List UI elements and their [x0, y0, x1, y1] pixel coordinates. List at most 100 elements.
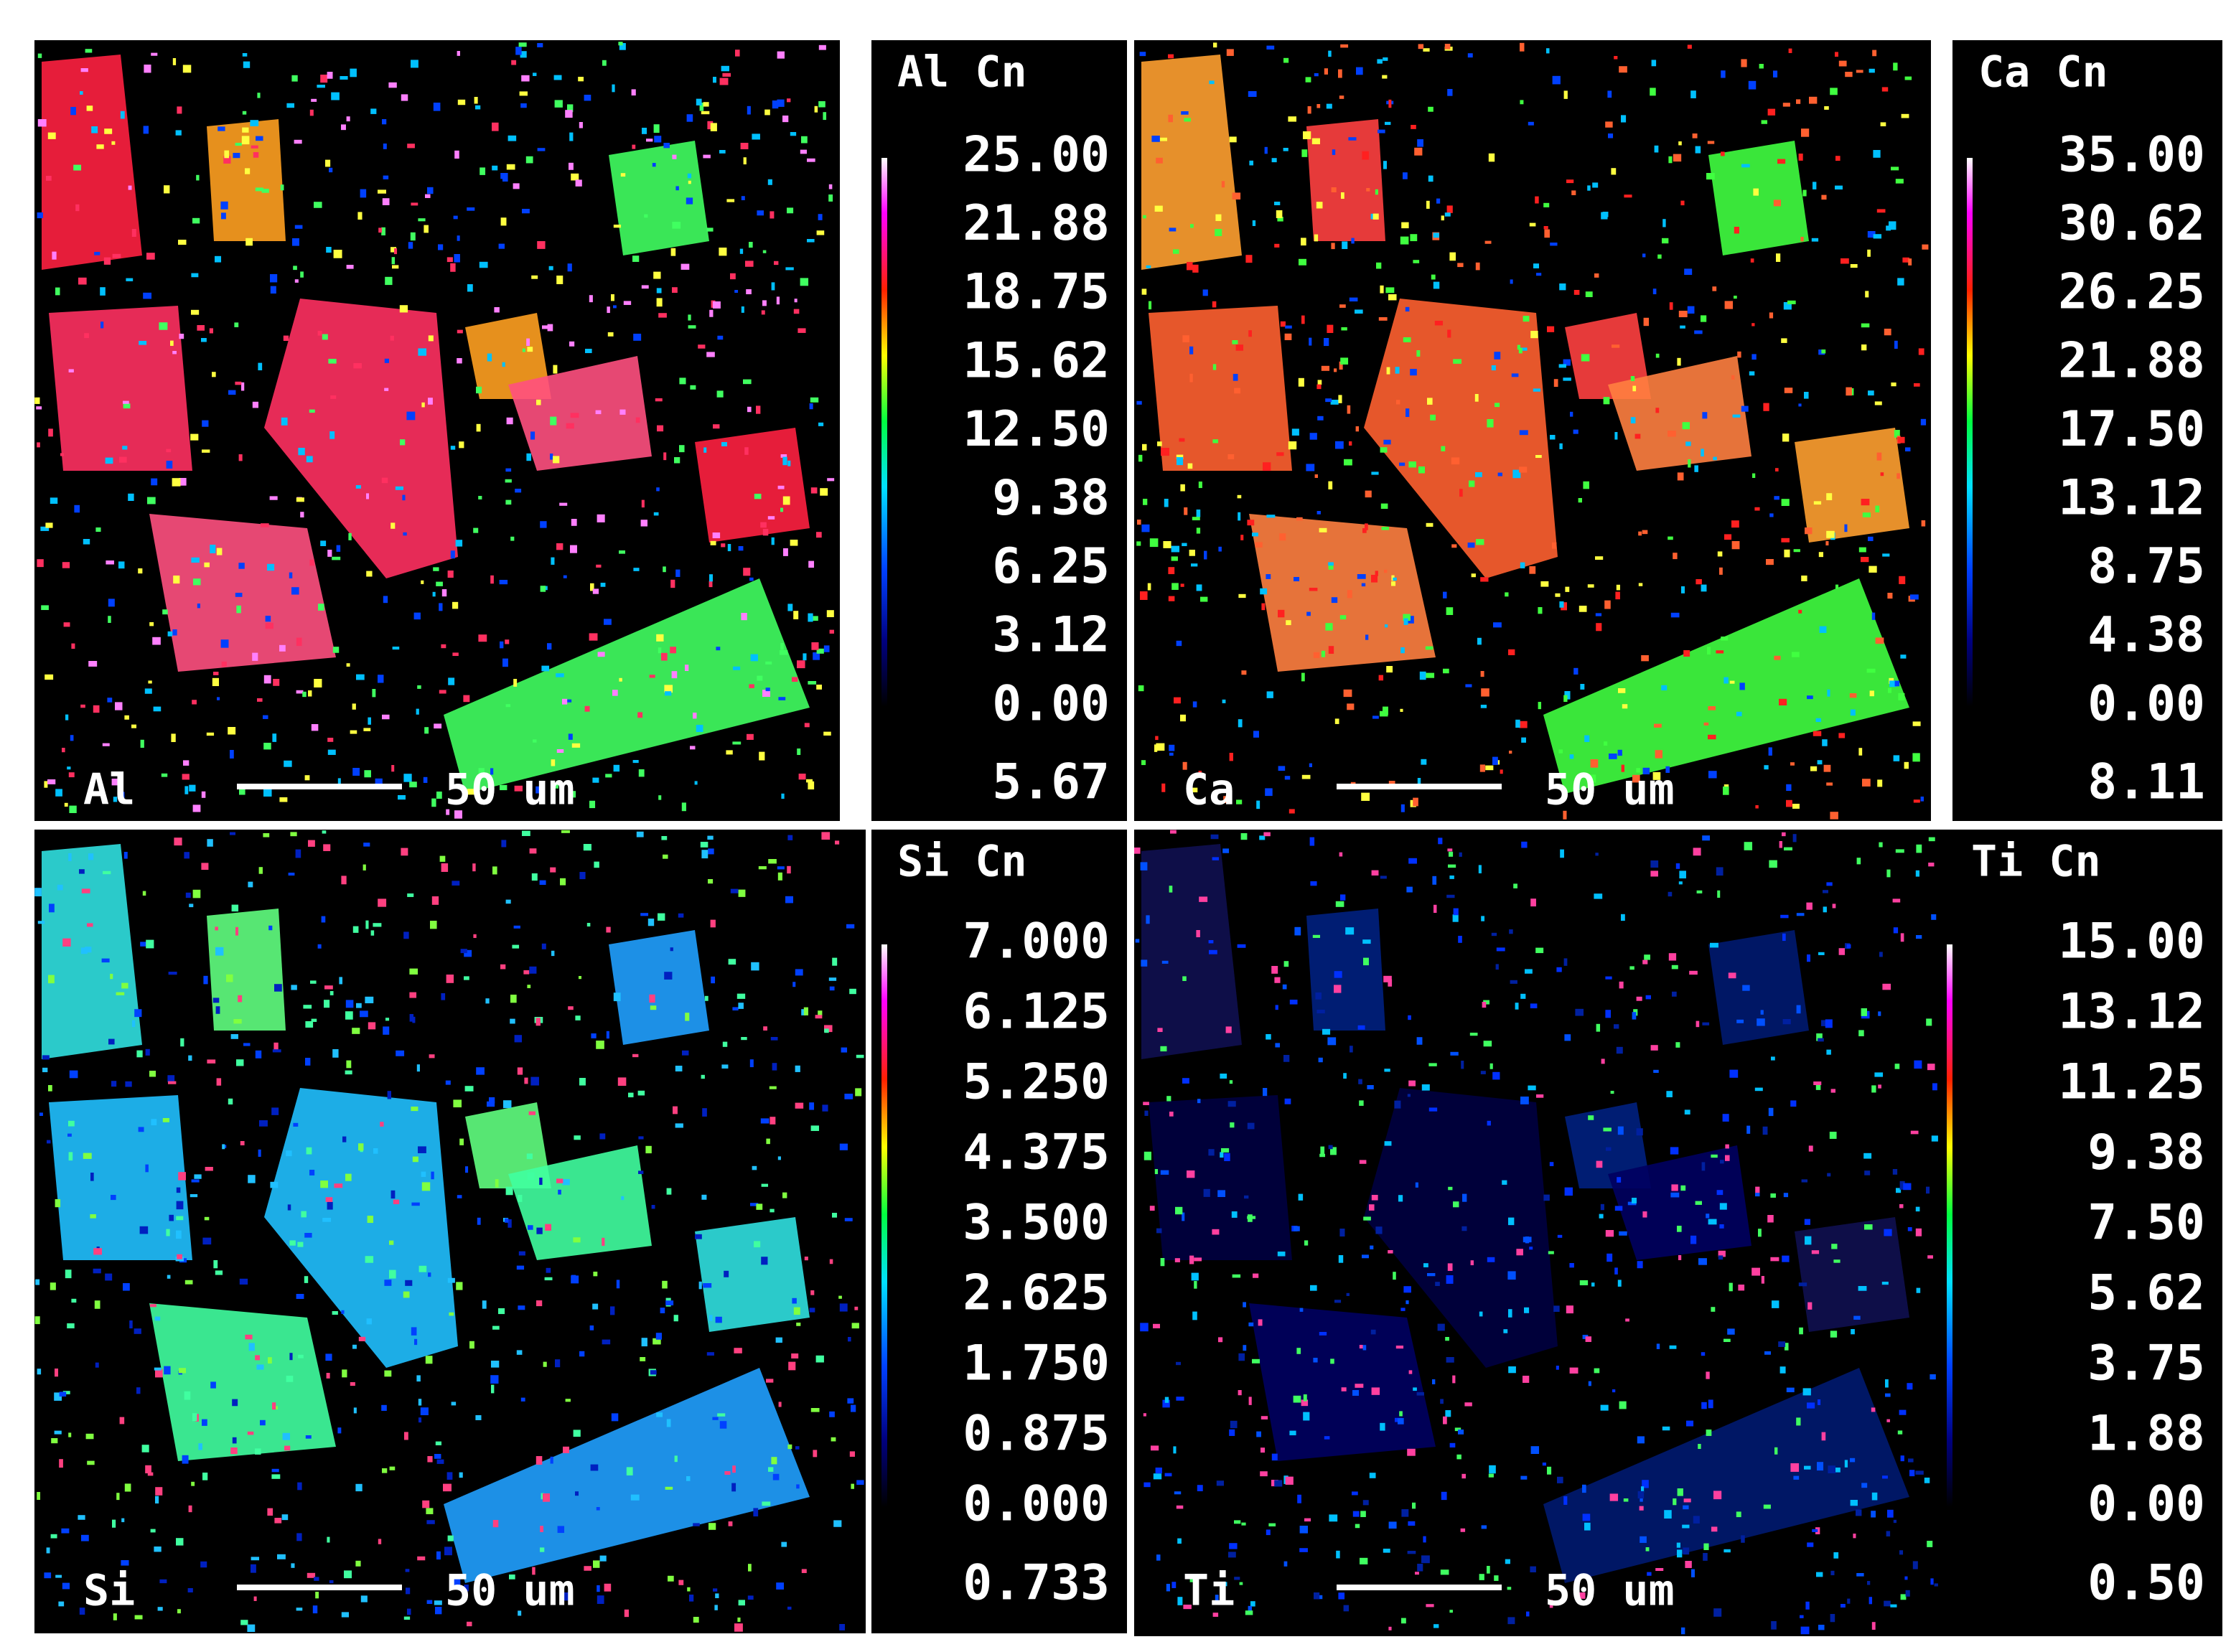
- speckle: [771, 537, 775, 545]
- speckle: [383, 596, 388, 604]
- speckle: [1507, 1587, 1512, 1590]
- speckle: [1830, 1614, 1835, 1623]
- speckle: [1637, 1261, 1643, 1269]
- speckle: [1449, 1610, 1453, 1613]
- speckle: [1609, 754, 1617, 759]
- speckle: [761, 1183, 769, 1187]
- speckle: [1336, 1550, 1340, 1559]
- speckle: [1886, 869, 1891, 878]
- speckle: [1298, 1193, 1304, 1201]
- speckle: [1684, 268, 1693, 276]
- speckle: [389, 1240, 394, 1245]
- speckle: [55, 1199, 61, 1208]
- speckle: [482, 1300, 487, 1309]
- speckle: [177, 106, 182, 114]
- speckle: [1655, 353, 1660, 358]
- speckle: [748, 1564, 752, 1572]
- speckle: [1275, 1005, 1278, 1010]
- speckle: [1688, 459, 1691, 468]
- speckle: [1585, 291, 1593, 298]
- speckle: [1784, 847, 1792, 851]
- speckle: [844, 1218, 853, 1221]
- speckle: [1488, 153, 1495, 162]
- speckle: [166, 1229, 170, 1236]
- speckle: [1788, 48, 1792, 53]
- speckle: [828, 977, 837, 981]
- speckle: [436, 792, 442, 799]
- colorbar-extra-value: 0.733: [963, 1555, 1110, 1612]
- speckle: [1605, 121, 1613, 128]
- speckle: [548, 266, 553, 271]
- speckle: [1563, 377, 1571, 381]
- speckle: [604, 619, 612, 625]
- speckle: [252, 401, 259, 408]
- speckle: [1614, 432, 1618, 440]
- speckle: [533, 72, 537, 76]
- speckle: [641, 1338, 647, 1347]
- colorbar: [881, 158, 887, 707]
- speckle: [519, 91, 528, 96]
- speckle: [1775, 468, 1779, 471]
- speckle: [1432, 876, 1437, 885]
- speckle: [821, 832, 831, 840]
- speckle: [167, 1275, 171, 1279]
- speckle: [1334, 368, 1337, 372]
- speckle: [177, 1254, 182, 1259]
- speckle: [120, 792, 125, 798]
- speckle: [1461, 1473, 1466, 1479]
- speckle: [1372, 213, 1379, 220]
- speckle: [108, 1038, 115, 1045]
- speckle: [562, 698, 568, 705]
- speckle: [50, 497, 58, 504]
- speckle: [1717, 551, 1723, 557]
- speckle: [1804, 392, 1809, 399]
- speckle: [1861, 1008, 1867, 1016]
- speckle: [1867, 231, 1876, 238]
- speckle: [403, 931, 409, 939]
- speckle: [1890, 1604, 1897, 1608]
- speckle: [1694, 330, 1703, 334]
- speckle: [1301, 672, 1305, 682]
- speckle: [708, 1523, 716, 1530]
- speckle: [675, 569, 680, 577]
- speckle: [1149, 538, 1159, 548]
- speckle: [1790, 1463, 1800, 1472]
- speckle: [210, 1381, 216, 1389]
- speckle: [383, 1026, 390, 1035]
- speckle: [815, 1015, 823, 1019]
- speckle: [1247, 520, 1255, 526]
- speckle: [384, 358, 389, 363]
- speckle: [1164, 1397, 1169, 1403]
- speckle: [1604, 600, 1611, 609]
- speckle: [452, 601, 459, 609]
- speckle: [1711, 1154, 1718, 1158]
- speckle: [309, 409, 315, 413]
- speckle: [619, 677, 622, 682]
- speckle: [1657, 254, 1662, 259]
- speckle: [55, 1369, 59, 1377]
- speckle: [1565, 586, 1570, 592]
- speckle: [690, 385, 696, 390]
- speckle: [1886, 1531, 1891, 1536]
- speckle: [68, 853, 72, 862]
- speckle: [665, 1300, 674, 1305]
- speckle: [612, 84, 615, 93]
- speckle: [1142, 443, 1147, 451]
- speckle: [1347, 703, 1355, 710]
- speckle: [1146, 265, 1151, 268]
- speckle: [1798, 1282, 1807, 1287]
- speckle: [770, 211, 775, 219]
- speckle: [1796, 99, 1801, 104]
- speckle: [1398, 1418, 1404, 1425]
- particle: [1565, 313, 1651, 399]
- speckle: [788, 1361, 796, 1371]
- speckle: [1712, 286, 1717, 291]
- speckle: [182, 65, 192, 73]
- speckle: [176, 1230, 182, 1239]
- speckle: [202, 420, 209, 427]
- speckle: [411, 1327, 417, 1336]
- speckle: [1328, 50, 1332, 57]
- speckle: [747, 733, 754, 740]
- speckle: [1897, 436, 1905, 443]
